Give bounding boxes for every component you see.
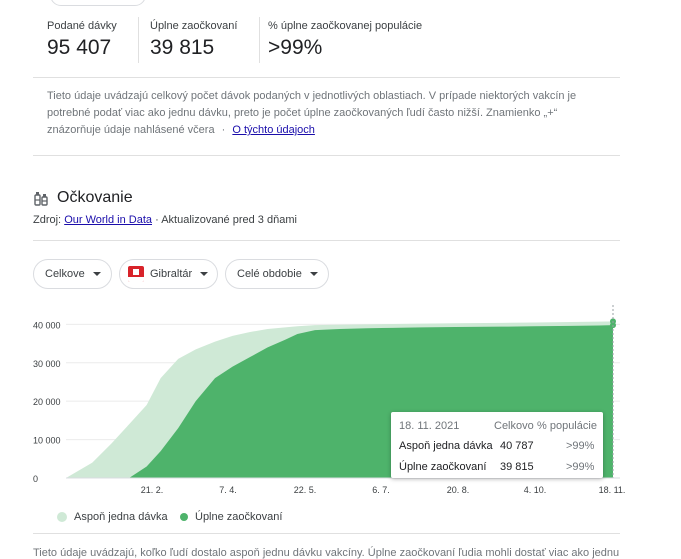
legend-label-fully[interactable]: Úplne zaočkovaní [195,511,283,523]
tooltip-col-total: Celkovo [494,420,534,432]
stat-label-doses: Podané dávky [47,20,117,32]
divider [33,533,620,534]
x-tick-label: 22. 5. [294,485,317,495]
tooltip-row-label: Úplne zaočkovaní [399,461,487,473]
x-tick-label: 4. 10. [524,485,547,495]
region-dropdown[interactable]: Gibraltár [119,259,218,289]
region-dropdown-label: Gibraltár [150,268,193,280]
y-tick-label: 40 000 [33,320,61,330]
divider [33,240,620,241]
legend-label-one-dose[interactable]: Aspoň jedna dávka [74,511,168,523]
period-dropdown[interactable]: Celé obdobie [225,259,329,289]
tooltip-row-total: 39 815 [500,461,534,473]
tooltip-row-pct: >99% [566,440,595,452]
x-tick-label: 21. 2. [141,485,164,495]
caret-down-icon [92,272,101,276]
tooltip-col-pct: % populácie [537,420,597,432]
legend-dot-fully [180,513,188,521]
x-tick-label: 6. 7. [372,485,390,495]
stat-divider [259,17,260,63]
chart-tooltip: 18. 11. 2021 Celkovo % populácie Aspoň j… [391,412,603,478]
data-note-text: Tieto údaje uvádzajú celkový počet dávok… [47,90,577,136]
stat-label-pct: % úplne zaočkovanej populácie [268,20,423,32]
metric-dropdown-label: Celkove [45,268,85,280]
data-note: Tieto údaje uvádzajú celkový počet dávok… [47,88,612,139]
updated-text: · Aktualizované pred 3 dňami [155,214,297,226]
section-title: Očkovanie [57,189,133,206]
x-tick-label: 18. 11. [599,485,626,495]
bottom-data-note: Tieto údaje uvádzajú, koľko ľudí dostalo… [33,547,620,559]
vaccine-icon [34,192,48,206]
metric-dropdown[interactable]: Celkove [33,259,112,289]
stat-value-fully: 39 815 [150,36,215,59]
tooltip-row-pct: >99% [566,461,595,473]
stat-value-doses: 95 407 [47,36,112,59]
about-data-link[interactable]: O týchto údajoch [232,124,315,136]
stat-label-fully: Úplne zaočkovaní [150,20,238,32]
y-tick-label: 10 000 [33,436,61,446]
y-tick-label: 30 000 [33,359,61,369]
caret-down-icon [200,272,209,276]
data-note-separator: · [221,124,226,136]
stat-divider [138,17,139,63]
source-line: Zdroj: Our World in Data · Aktualizované… [33,214,297,226]
x-tick-label: 20. 8. [447,485,470,495]
tooltip-date: 18. 11. 2021 [399,420,460,432]
source-link[interactable]: Our World in Data [64,214,153,226]
gibraltar-flag-icon [128,266,144,282]
previous-tab-pill[interactable] [50,0,146,6]
y-tick-label: 20 000 [33,397,61,407]
tooltip-row-total: 40 787 [500,440,534,452]
divider [33,77,620,78]
caret-down-icon [309,272,318,276]
stat-value-pct: >99% [268,36,323,59]
tooltip-row-label: Aspoň jedna dávka [399,440,493,452]
legend-dot-one-dose [57,512,67,522]
x-tick-label: 7. 4. [219,485,237,495]
period-dropdown-label: Celé obdobie [237,268,302,280]
y-tick-label: 0 [33,474,38,484]
divider [33,155,620,156]
source-prefix: Zdroj: [33,214,62,226]
